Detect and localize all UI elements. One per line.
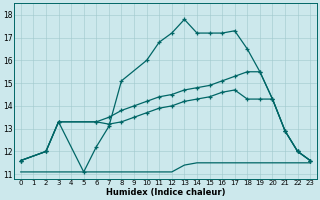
- X-axis label: Humidex (Indice chaleur): Humidex (Indice chaleur): [106, 188, 225, 197]
